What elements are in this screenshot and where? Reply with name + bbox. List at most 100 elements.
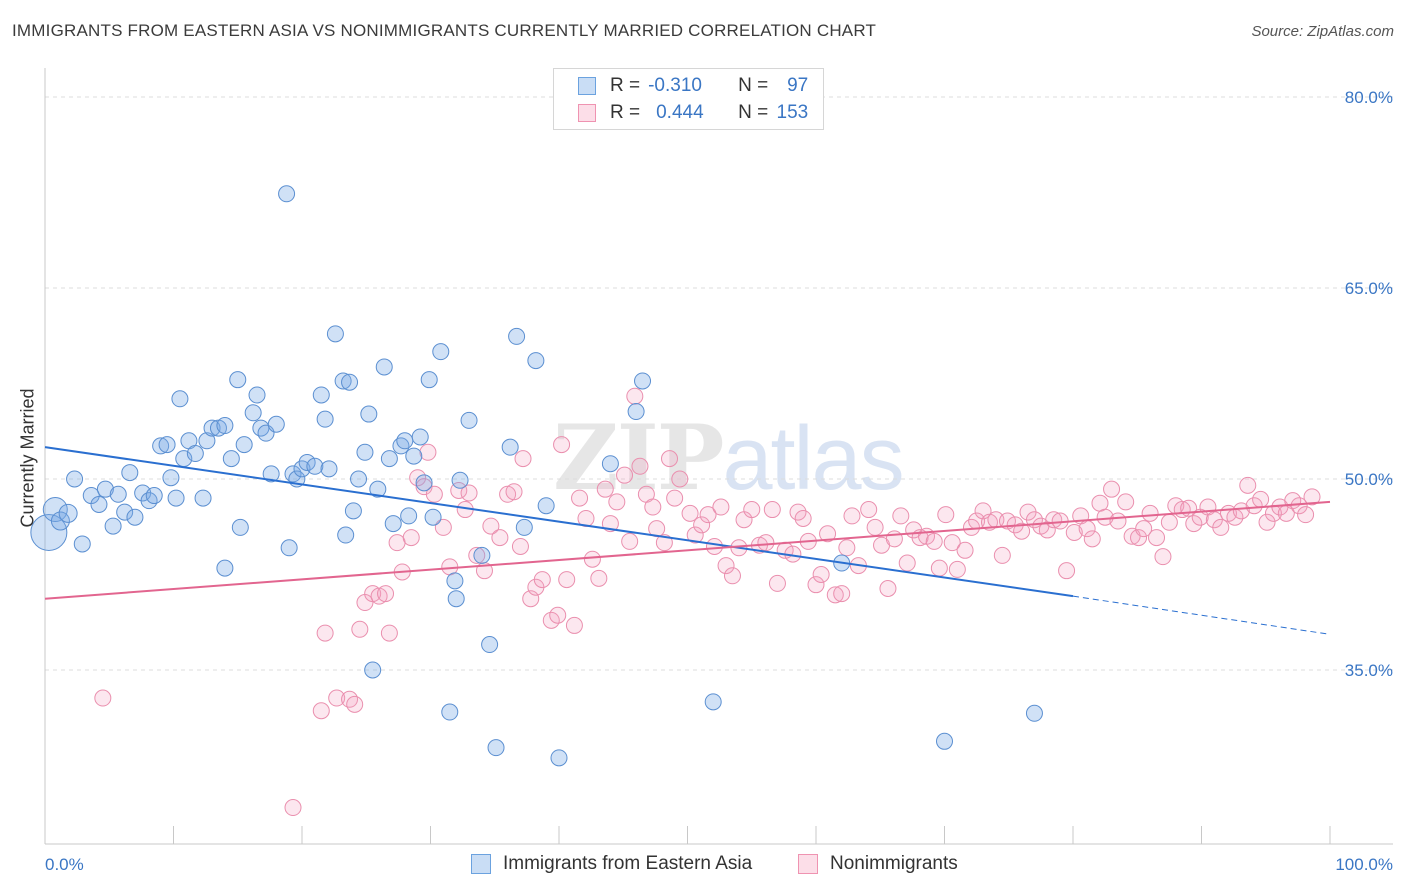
point-nonimmigrants bbox=[717, 557, 735, 575]
point-nonimmigrants bbox=[94, 689, 112, 707]
point-nonimmigrants bbox=[693, 516, 711, 534]
point-nonimmigrants bbox=[346, 695, 364, 713]
point-eastern-asia bbox=[58, 503, 78, 523]
point-nonimmigrants bbox=[1232, 502, 1250, 520]
point-eastern-asia bbox=[369, 480, 387, 498]
point-nonimmigrants bbox=[812, 566, 830, 583]
point-nonimmigrants bbox=[794, 509, 812, 527]
point-eastern-asia bbox=[360, 405, 378, 423]
point-eastern-asia bbox=[515, 518, 533, 536]
point-eastern-asia bbox=[447, 590, 465, 608]
point-nonimmigrants bbox=[1185, 515, 1203, 533]
point-nonimmigrants bbox=[757, 534, 775, 552]
point-nonimmigrants bbox=[505, 483, 523, 501]
point-eastern-asia bbox=[337, 526, 355, 544]
point-nonimmigrants bbox=[699, 506, 717, 524]
point-eastern-asia bbox=[66, 470, 84, 488]
point-eastern-asia bbox=[50, 511, 70, 531]
point-eastern-asia bbox=[104, 517, 122, 535]
point-eastern-asia bbox=[936, 732, 953, 750]
point-nonimmigrants bbox=[608, 493, 626, 511]
point-eastern-asia bbox=[235, 436, 253, 454]
point-eastern-asia bbox=[126, 508, 144, 526]
y-tick-label: 65.0% bbox=[1345, 279, 1393, 298]
point-nonimmigrants bbox=[1109, 512, 1127, 530]
legend-n-value: 97 bbox=[787, 75, 809, 96]
point-eastern-asia bbox=[527, 352, 545, 370]
point-nonimmigrants bbox=[937, 506, 955, 524]
point-nonimmigrants bbox=[1096, 508, 1114, 526]
point-eastern-asia bbox=[341, 373, 359, 391]
point-nonimmigrants bbox=[686, 526, 704, 544]
point-eastern-asia bbox=[231, 518, 249, 536]
point-nonimmigrants bbox=[316, 624, 334, 642]
point-eastern-asia bbox=[198, 432, 216, 450]
point-nonimmigrants bbox=[1103, 480, 1121, 498]
eastern-asia-points bbox=[30, 185, 1043, 767]
point-nonimmigrants bbox=[1212, 518, 1230, 536]
point-nonimmigrants bbox=[511, 537, 529, 555]
legend-n-label: N = bbox=[738, 102, 769, 123]
point-eastern-asia bbox=[109, 485, 127, 503]
point-nonimmigrants bbox=[328, 689, 346, 707]
point-eastern-asia bbox=[194, 489, 212, 507]
point-eastern-asia bbox=[508, 327, 526, 345]
point-nonimmigrants bbox=[681, 504, 699, 522]
point-nonimmigrants bbox=[1130, 529, 1148, 547]
point-eastern-asia bbox=[473, 546, 491, 564]
point-nonimmigrants bbox=[898, 554, 916, 572]
point-nonimmigrants bbox=[514, 450, 532, 468]
point-nonimmigrants bbox=[943, 534, 961, 552]
point-nonimmigrants bbox=[533, 571, 551, 589]
point-nonimmigrants bbox=[402, 529, 420, 547]
point-eastern-asia bbox=[375, 358, 393, 376]
point-nonimmigrants bbox=[1154, 548, 1172, 566]
point-nonimmigrants bbox=[1297, 506, 1315, 524]
point-eastern-asia bbox=[627, 403, 645, 421]
point-eastern-asia bbox=[441, 703, 459, 721]
legend-r-label: R = bbox=[610, 75, 641, 96]
point-nonimmigrants bbox=[380, 624, 398, 642]
point-eastern-asia bbox=[244, 404, 262, 422]
x-tick-label-min: 0.0% bbox=[45, 855, 84, 874]
point-eastern-asia bbox=[350, 470, 368, 488]
point-nonimmigrants bbox=[826, 586, 844, 604]
point-nonimmigrants bbox=[948, 560, 966, 578]
point-eastern-asia bbox=[145, 487, 163, 505]
point-nonimmigrants bbox=[666, 489, 684, 507]
point-eastern-asia bbox=[30, 513, 68, 551]
point-nonimmigrants bbox=[626, 387, 644, 405]
point-nonimmigrants bbox=[596, 480, 614, 498]
point-nonimmigrants bbox=[284, 799, 302, 817]
watermark-atlas: atlas bbox=[722, 409, 904, 509]
point-nonimmigrants bbox=[1258, 513, 1276, 531]
legend-row-nonimmigrants: R = 0.444 N = 153 bbox=[578, 101, 808, 125]
point-eastern-asia bbox=[116, 503, 134, 521]
point-eastern-asia bbox=[280, 539, 298, 557]
point-eastern-asia bbox=[537, 497, 555, 515]
point-eastern-asia bbox=[432, 343, 450, 361]
bottom-legend-eastern-asia: Immigrants from Eastern Asia bbox=[471, 852, 752, 876]
point-eastern-asia bbox=[424, 508, 442, 526]
point-nonimmigrants bbox=[743, 501, 761, 519]
source-credit: Source: ZipAtlas.com bbox=[1251, 23, 1394, 40]
point-eastern-asia bbox=[487, 739, 505, 757]
point-eastern-asia bbox=[278, 185, 296, 203]
point-nonimmigrants bbox=[833, 585, 851, 603]
point-nonimmigrants bbox=[571, 489, 589, 507]
point-eastern-asia bbox=[400, 507, 418, 525]
point-eastern-asia bbox=[73, 535, 91, 553]
point-eastern-asia bbox=[405, 447, 423, 465]
point-eastern-asia bbox=[267, 415, 285, 433]
point-eastern-asia bbox=[364, 661, 382, 679]
bottom-legend-label: Nonimmigrants bbox=[830, 853, 958, 874]
point-nonimmigrants bbox=[644, 498, 662, 516]
point-nonimmigrants bbox=[1083, 530, 1101, 548]
legend: R = -0.310 N = 97 R = 0.444 N = 153 bbox=[553, 68, 824, 130]
trend-line-eastern-asia-extension bbox=[1072, 595, 1331, 635]
point-nonimmigrants bbox=[434, 518, 452, 536]
point-eastern-asia bbox=[415, 474, 433, 492]
y-tick-labels: 80.0% 65.0% 50.0% 35.0% bbox=[1345, 88, 1393, 680]
point-nonimmigrants bbox=[460, 484, 478, 502]
